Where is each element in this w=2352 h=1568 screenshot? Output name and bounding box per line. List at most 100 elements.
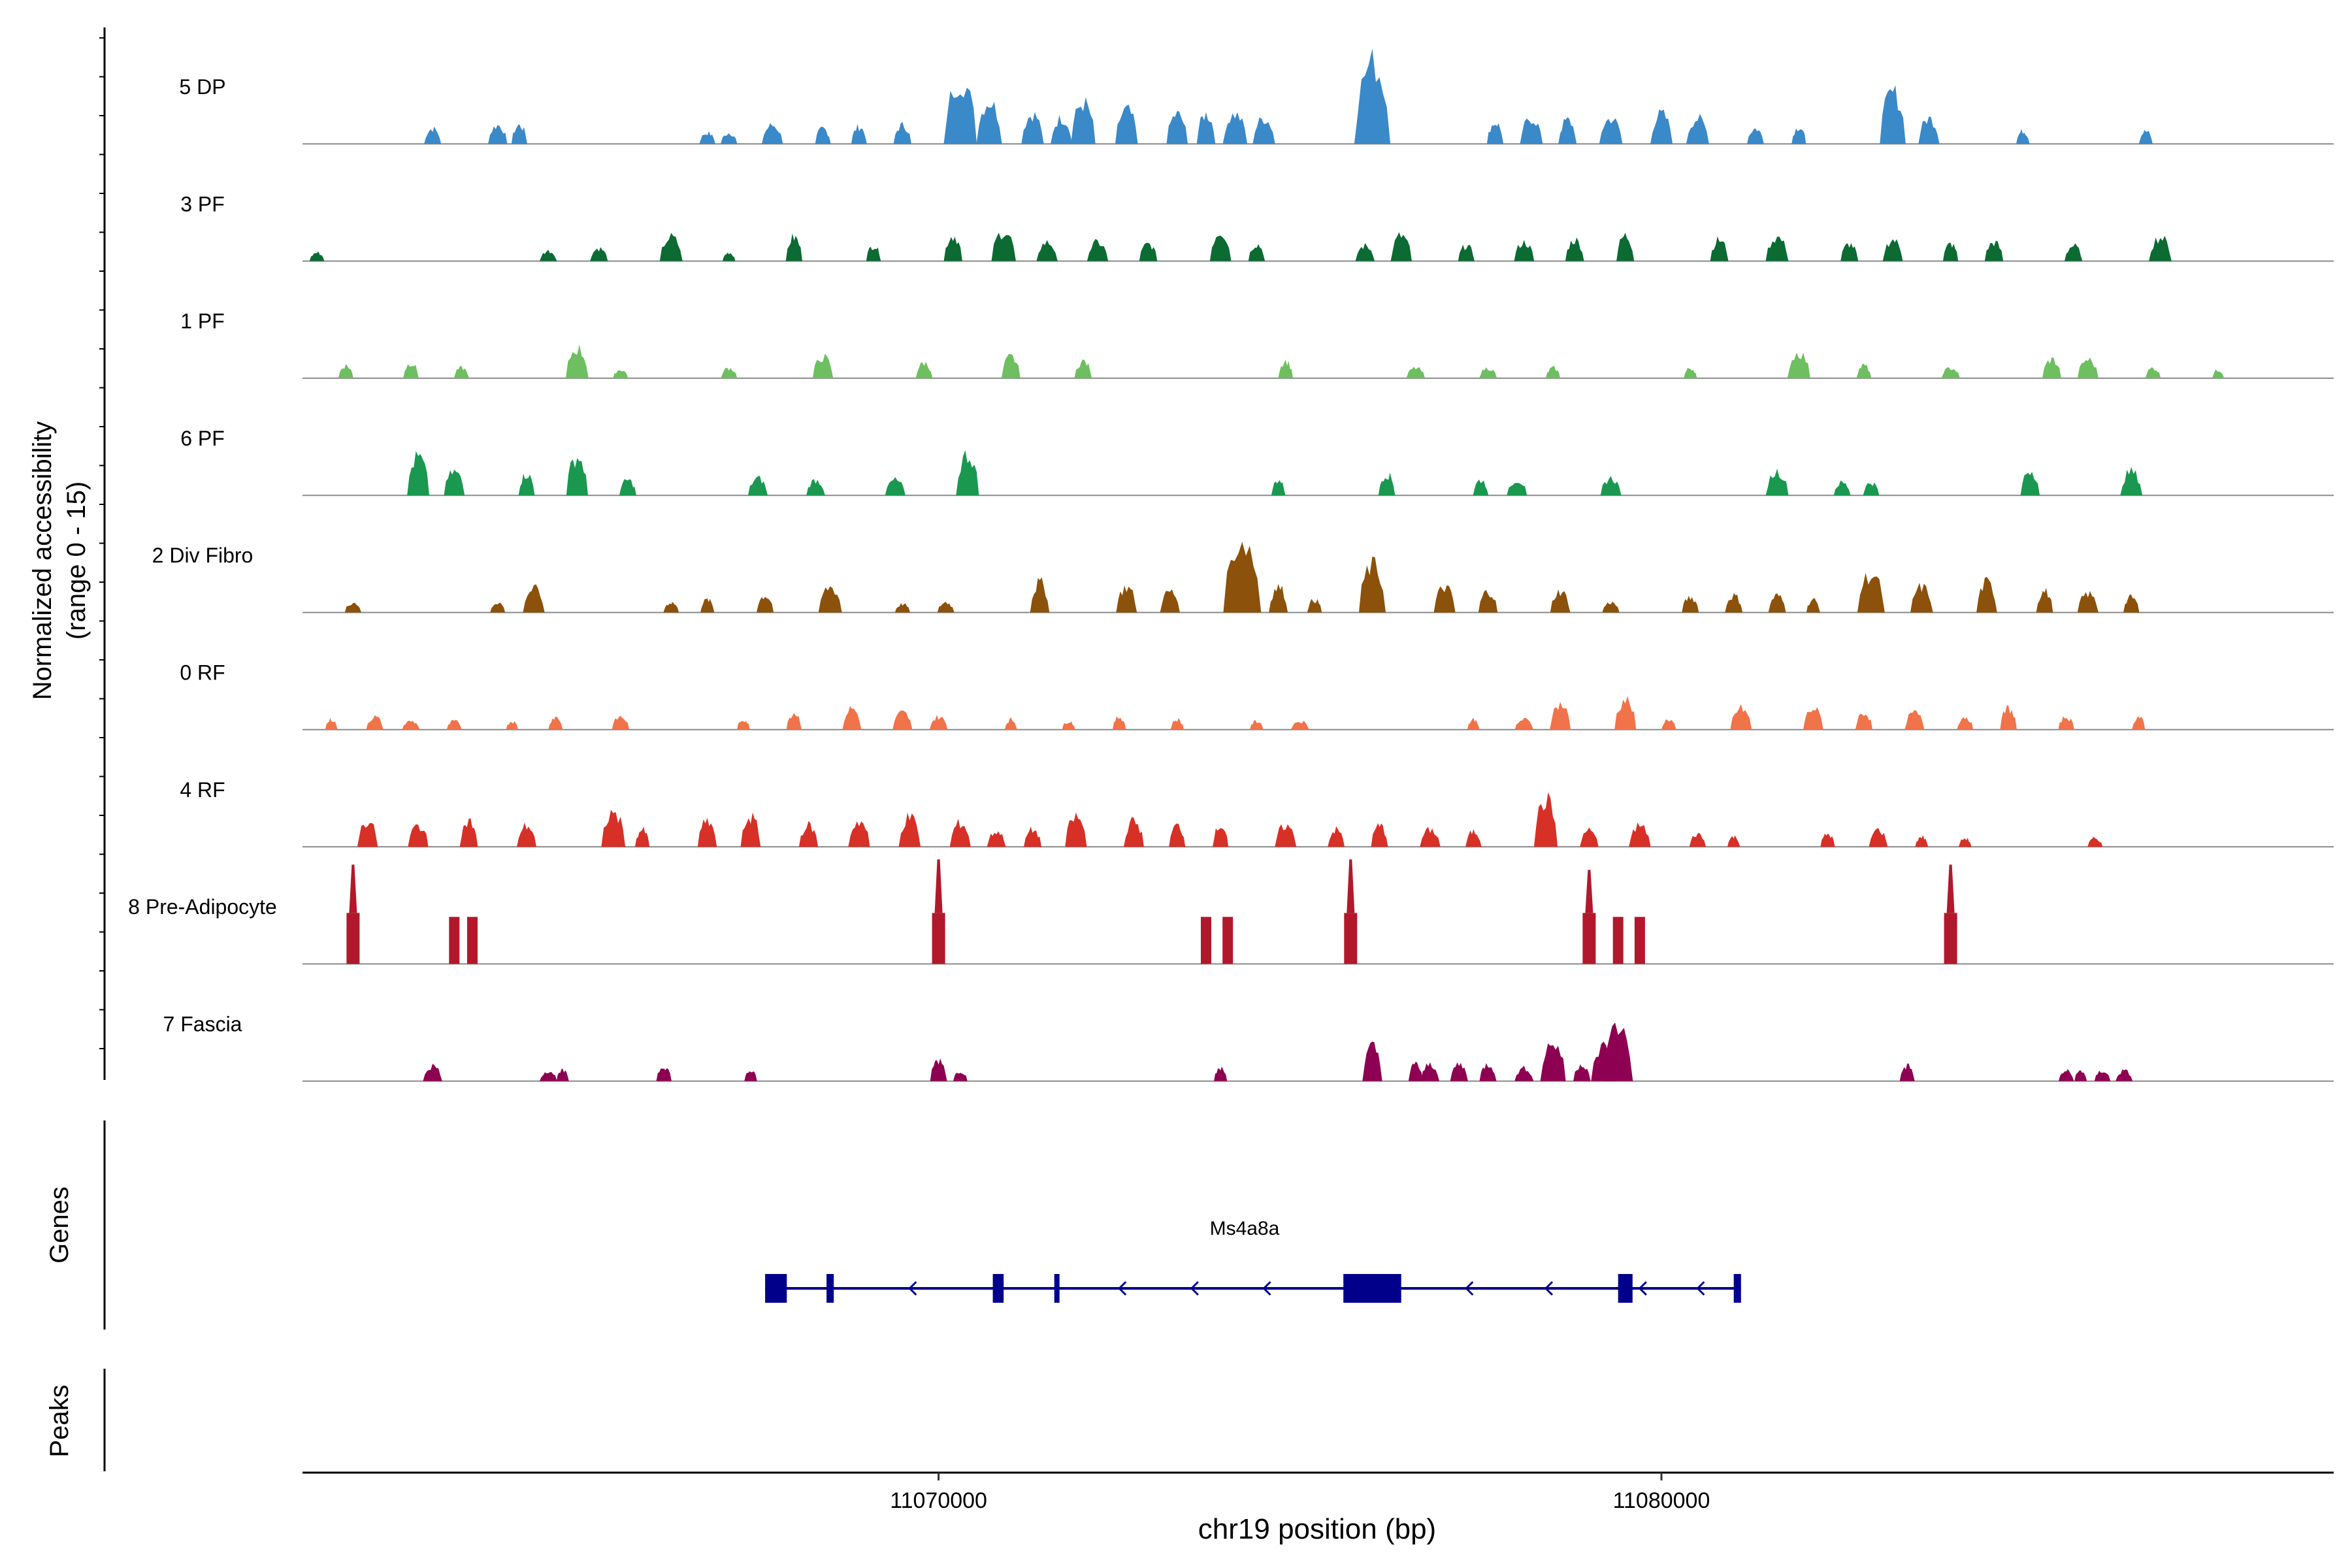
peak (1791, 128, 1806, 144)
peak (1806, 598, 1820, 613)
peak (798, 821, 819, 847)
peak-spike (349, 864, 357, 913)
strand-arrow (1262, 1281, 1271, 1296)
track-5: 2 Div Fibro (152, 542, 2334, 613)
peak (2094, 1070, 2111, 1081)
peak (634, 826, 650, 847)
strand-arrow (1465, 1281, 1474, 1296)
peak (1727, 835, 1740, 847)
peak (1514, 717, 1534, 730)
peak (1123, 817, 1144, 847)
peak (518, 473, 535, 496)
peak (2020, 472, 2040, 496)
track-label: 8 Pre-Adipocyte (128, 895, 277, 919)
peak (1629, 822, 1651, 847)
peak (1458, 244, 1475, 261)
peak-bar (1344, 913, 1358, 964)
gene-exon (826, 1274, 834, 1303)
peak (1328, 826, 1345, 847)
peak (1863, 482, 1880, 496)
peak (459, 818, 478, 847)
peak (1021, 112, 1044, 144)
peak (366, 715, 384, 730)
genes-panel-label: Genes (45, 1186, 74, 1264)
peak (403, 364, 419, 378)
peak (976, 101, 1002, 144)
peak (1550, 589, 1571, 613)
y-axis-label-line1: Normalized accessibility (28, 421, 57, 700)
peak (1170, 718, 1184, 730)
peak (1222, 112, 1248, 144)
peak (1420, 826, 1441, 847)
peak (1354, 48, 1391, 144)
peak (1918, 116, 1940, 144)
peak (1602, 601, 1620, 613)
peak (1478, 589, 1498, 613)
peak (613, 370, 629, 378)
peak (663, 602, 679, 613)
peak (1545, 366, 1561, 378)
track-6: 0 RF (180, 661, 2334, 730)
peak-bar (346, 913, 360, 964)
peak (511, 123, 527, 144)
peak (1710, 236, 1729, 261)
peak (1603, 1022, 1633, 1081)
peak (697, 817, 717, 847)
gene-exon (765, 1274, 787, 1303)
peak (815, 126, 831, 144)
peak (1976, 576, 1997, 613)
peak (1307, 598, 1322, 613)
peak (2115, 1069, 2133, 1081)
peak (1160, 589, 1180, 613)
peak (1113, 716, 1126, 730)
gene-exon (1733, 1274, 1741, 1303)
peak (2145, 367, 2161, 378)
peak (444, 469, 465, 496)
peak (762, 123, 783, 144)
peak (1290, 721, 1309, 730)
peak (2058, 1069, 2074, 1081)
peak (1689, 832, 1706, 847)
track-label: 2 Div Fibro (152, 544, 253, 567)
peak (1024, 826, 1041, 847)
peak (659, 233, 683, 261)
peak (1450, 1062, 1468, 1081)
peak (1465, 829, 1482, 847)
peak (991, 233, 1016, 261)
peak (848, 821, 870, 847)
peak (1169, 823, 1186, 847)
peak (590, 247, 608, 261)
peak-bar (1612, 917, 1624, 964)
peak-bar (467, 917, 478, 964)
peak (2138, 129, 2153, 144)
coverage-tracks: 5 DP 3 PF 1 PF 6 PF 2 Div Fibro 0 RF 4 RF 8 Pre… (128, 48, 2334, 1082)
peak (885, 477, 906, 496)
peak (721, 133, 738, 144)
peak (539, 1072, 557, 1081)
peak (1001, 353, 1021, 378)
peak (490, 602, 506, 613)
track-7: 4 RF (180, 778, 2334, 848)
peak (2149, 235, 2172, 261)
track-label: 7 Fascia (163, 1012, 242, 1036)
peak (1062, 721, 1075, 730)
track-label: 4 RF (180, 778, 225, 802)
peak (1473, 480, 1489, 496)
peak-bar (1634, 917, 1645, 964)
peak (930, 1058, 947, 1081)
peak (1787, 352, 1810, 378)
peak (1269, 583, 1288, 613)
peak (1166, 110, 1188, 144)
peak (1765, 237, 1789, 261)
peak-bar (449, 917, 460, 964)
peak (1856, 363, 1872, 378)
gene-exon (1054, 1274, 1060, 1303)
gene-model (765, 1274, 1741, 1303)
peak (893, 122, 911, 144)
peak (1139, 242, 1158, 261)
peak (1486, 123, 1504, 144)
peak (949, 819, 971, 847)
peak (612, 715, 630, 730)
peak (424, 126, 442, 144)
